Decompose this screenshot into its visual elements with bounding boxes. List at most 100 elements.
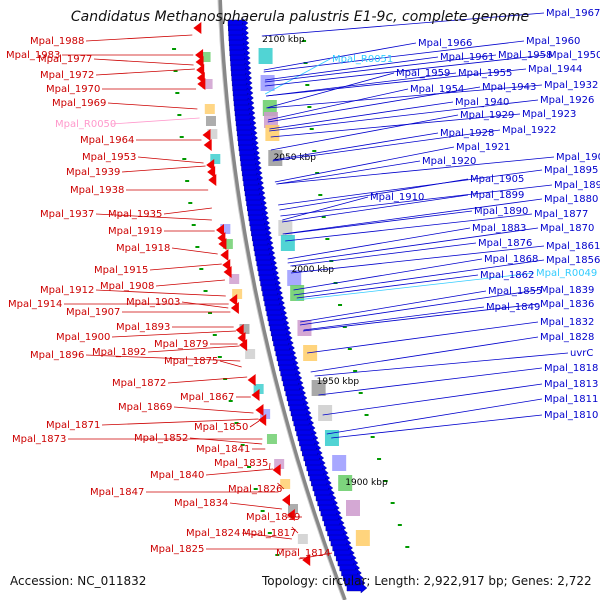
feature-band-inner <box>229 274 240 284</box>
right-leader-line <box>307 321 539 354</box>
left-leader-line <box>121 165 206 173</box>
reverse-gene-arrow <box>193 22 202 34</box>
reverse-gene-arrow <box>251 389 260 401</box>
left-gene-label: Mpal_1875 <box>164 356 218 367</box>
right-leader-line <box>269 99 539 132</box>
feature-band-inner <box>220 224 231 234</box>
left-gene-label: Mpal_1900 <box>56 332 110 343</box>
marker-tick <box>397 524 402 526</box>
left-gene-label: Mpal_1939 <box>66 167 120 178</box>
right-leader-line <box>272 129 501 162</box>
marker-tick <box>175 92 180 94</box>
marker-tick <box>203 290 208 292</box>
right-leader-line <box>267 88 409 121</box>
feature-band <box>278 220 293 236</box>
right-gene-label: Mpal_1943 <box>482 82 536 93</box>
reverse-gene-arrow <box>196 64 205 76</box>
reverse-gene-arrow <box>195 56 204 68</box>
marker-tick <box>228 400 233 402</box>
marker-tick <box>172 48 177 50</box>
feature-band <box>290 285 305 301</box>
marker-tick <box>358 392 363 394</box>
marker-tick <box>347 348 352 350</box>
right-gene-label: Mpal_1877 <box>534 209 588 220</box>
reverse-gene-arrow <box>202 129 211 141</box>
right-gene-label: Mpal_1920 <box>422 156 476 167</box>
marker-tick <box>312 150 317 152</box>
left-leader-line <box>93 58 194 66</box>
left-leader-line <box>95 213 212 221</box>
feature-band-inner <box>288 504 298 514</box>
right-gene-label: Mpal_R0049 <box>536 268 597 279</box>
right-leader-line <box>326 398 543 435</box>
marker-tick <box>208 312 213 314</box>
feature-band <box>265 125 280 141</box>
marker-tick <box>405 546 410 548</box>
feature-band-inner <box>222 239 233 249</box>
left-gene-label: Mpal_1835 <box>214 458 268 469</box>
right-gene-label: Mpal_1960 <box>526 36 580 47</box>
left-gene-label: Mpal_1825 <box>150 544 204 555</box>
marker-tick <box>253 488 258 490</box>
marker-tick <box>309 128 314 130</box>
feature-band <box>287 270 302 286</box>
feature-band <box>280 235 295 251</box>
feature-band-inner <box>232 289 243 299</box>
feature-band <box>311 380 326 396</box>
right-gene-label: Mpal_1905 <box>470 174 524 185</box>
feature-band <box>338 475 353 491</box>
feature-band <box>318 405 333 421</box>
marker-tick <box>307 106 312 108</box>
reverse-gene-arrow <box>230 302 239 314</box>
map-title: Candidatus Methanosphaerula palustris E1… <box>70 9 530 25</box>
left-gene-label: Mpal_1919 <box>108 226 162 237</box>
right-leader-line <box>300 290 487 323</box>
right-leader-line <box>287 227 471 260</box>
left-leader-line <box>155 279 225 287</box>
marker-tick <box>217 356 222 358</box>
right-gene-label: Mpal_1883 <box>472 223 526 234</box>
right-leader-line <box>261 12 545 37</box>
left-gene-label: Mpal_1847 <box>90 487 144 498</box>
marker-tick <box>240 444 245 446</box>
left-gene-label: Mpal_1814 <box>276 548 330 559</box>
marker-tick <box>370 436 375 438</box>
left-gene-label: Mpal_1819 <box>246 512 300 523</box>
left-gene-label: Mpal_1834 <box>174 498 228 509</box>
left-gene-label: Mpal_1953 <box>82 152 136 163</box>
right-leader-line <box>264 58 331 95</box>
feature-band <box>355 530 370 546</box>
left-leader-line <box>167 376 248 384</box>
marker-tick <box>275 554 280 556</box>
feature-band-inner <box>239 324 250 334</box>
right-leader-line <box>293 259 545 296</box>
left-leader-line <box>173 406 254 414</box>
left-gene-label: Mpal_1892 <box>92 347 146 358</box>
forward-gene-arrow <box>346 582 368 594</box>
reverse-gene-arrow <box>203 139 212 151</box>
left-leader-line <box>137 156 204 164</box>
reverse-gene-arrow <box>239 339 248 351</box>
leader-lines <box>62 12 569 560</box>
scale-label: 1950 kbp <box>317 377 360 387</box>
left-leader-line <box>110 117 200 125</box>
marker-tick <box>185 180 190 182</box>
right-gene-label: Mpal_1839 <box>540 285 594 296</box>
right-gene-label: Mpal_1959 <box>396 68 450 79</box>
feature-band-inner <box>202 79 213 89</box>
left-leader-line <box>181 301 229 309</box>
genome-summary: Topology: circular; Length: 2,922,917 bp… <box>262 574 592 588</box>
right-leader-line <box>276 160 421 185</box>
right-gene-label: Mpal_1813 <box>544 379 598 390</box>
marker-tick <box>338 304 343 306</box>
backbone-highlight <box>217 0 344 601</box>
right-gene-label: Mpal_R0051 <box>332 54 393 65</box>
right-gene-label: Mpal_1862 <box>480 270 534 281</box>
reverse-gene-arrow <box>223 266 232 278</box>
marker-tick <box>390 502 395 504</box>
left-leader-line <box>85 354 241 362</box>
right-leader-line <box>272 132 439 161</box>
right-gene-label: Mpal_1958 <box>498 50 552 61</box>
marker-tick <box>315 172 320 174</box>
